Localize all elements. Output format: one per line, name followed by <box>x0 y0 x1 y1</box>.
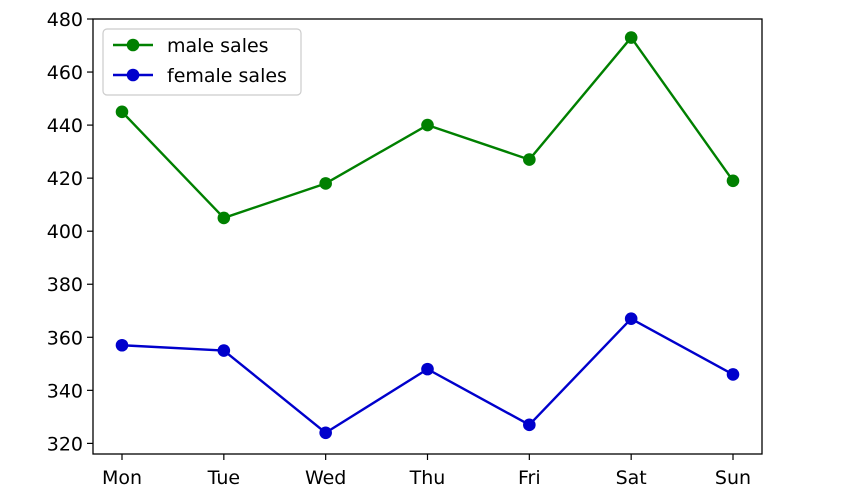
data-point <box>624 31 638 44</box>
data-point <box>624 312 638 326</box>
data-point <box>421 362 434 376</box>
data-point <box>217 211 231 225</box>
x-tick-label: Wed <box>305 467 346 489</box>
legend-label: female sales <box>167 65 287 87</box>
y-axis-ticks: 320 340 360 380 400 420 440 460 480 <box>47 9 93 455</box>
series-line <box>121 317 734 434</box>
data-point <box>217 344 231 357</box>
series-0 <box>115 31 740 225</box>
series-layer <box>115 31 740 440</box>
y-tick-label: 360 <box>47 327 83 349</box>
x-tick-label: Thu <box>409 467 446 489</box>
data-point <box>726 368 740 381</box>
data-point <box>319 426 332 440</box>
data-point <box>726 174 740 188</box>
y-tick-label: 320 <box>47 433 83 455</box>
legend-marker <box>126 68 140 82</box>
y-tick-label: 340 <box>47 380 83 402</box>
data-point <box>115 105 129 119</box>
y-tick-label: 460 <box>47 62 83 84</box>
legend-label: male sales <box>167 35 269 57</box>
y-tick-label: 400 <box>47 221 83 243</box>
legend: male sales female sales <box>102 28 302 96</box>
y-tick-label: 420 <box>47 168 83 190</box>
legend-marker <box>126 38 140 52</box>
x-axis-ticks: Mon Tue Wed Thu Fri Sat Sun <box>102 454 751 489</box>
plot-frame <box>92 18 763 455</box>
data-point <box>319 177 332 190</box>
series-1 <box>115 312 740 440</box>
x-tick-label: Tue <box>207 467 240 489</box>
y-tick-label: 380 <box>47 274 83 296</box>
legend-item: male sales <box>113 35 269 57</box>
data-point <box>115 338 129 352</box>
legend-item: female sales <box>113 65 287 87</box>
x-tick-label: Fri <box>518 467 541 489</box>
y-tick-label: 440 <box>47 115 83 137</box>
y-tick-label: 480 <box>47 9 83 31</box>
x-tick-label: Mon <box>102 467 142 489</box>
data-point <box>523 153 536 166</box>
x-tick-label: Sat <box>616 467 647 489</box>
data-point <box>421 118 434 132</box>
data-point <box>523 418 536 432</box>
x-tick-label: Sun <box>715 467 751 489</box>
